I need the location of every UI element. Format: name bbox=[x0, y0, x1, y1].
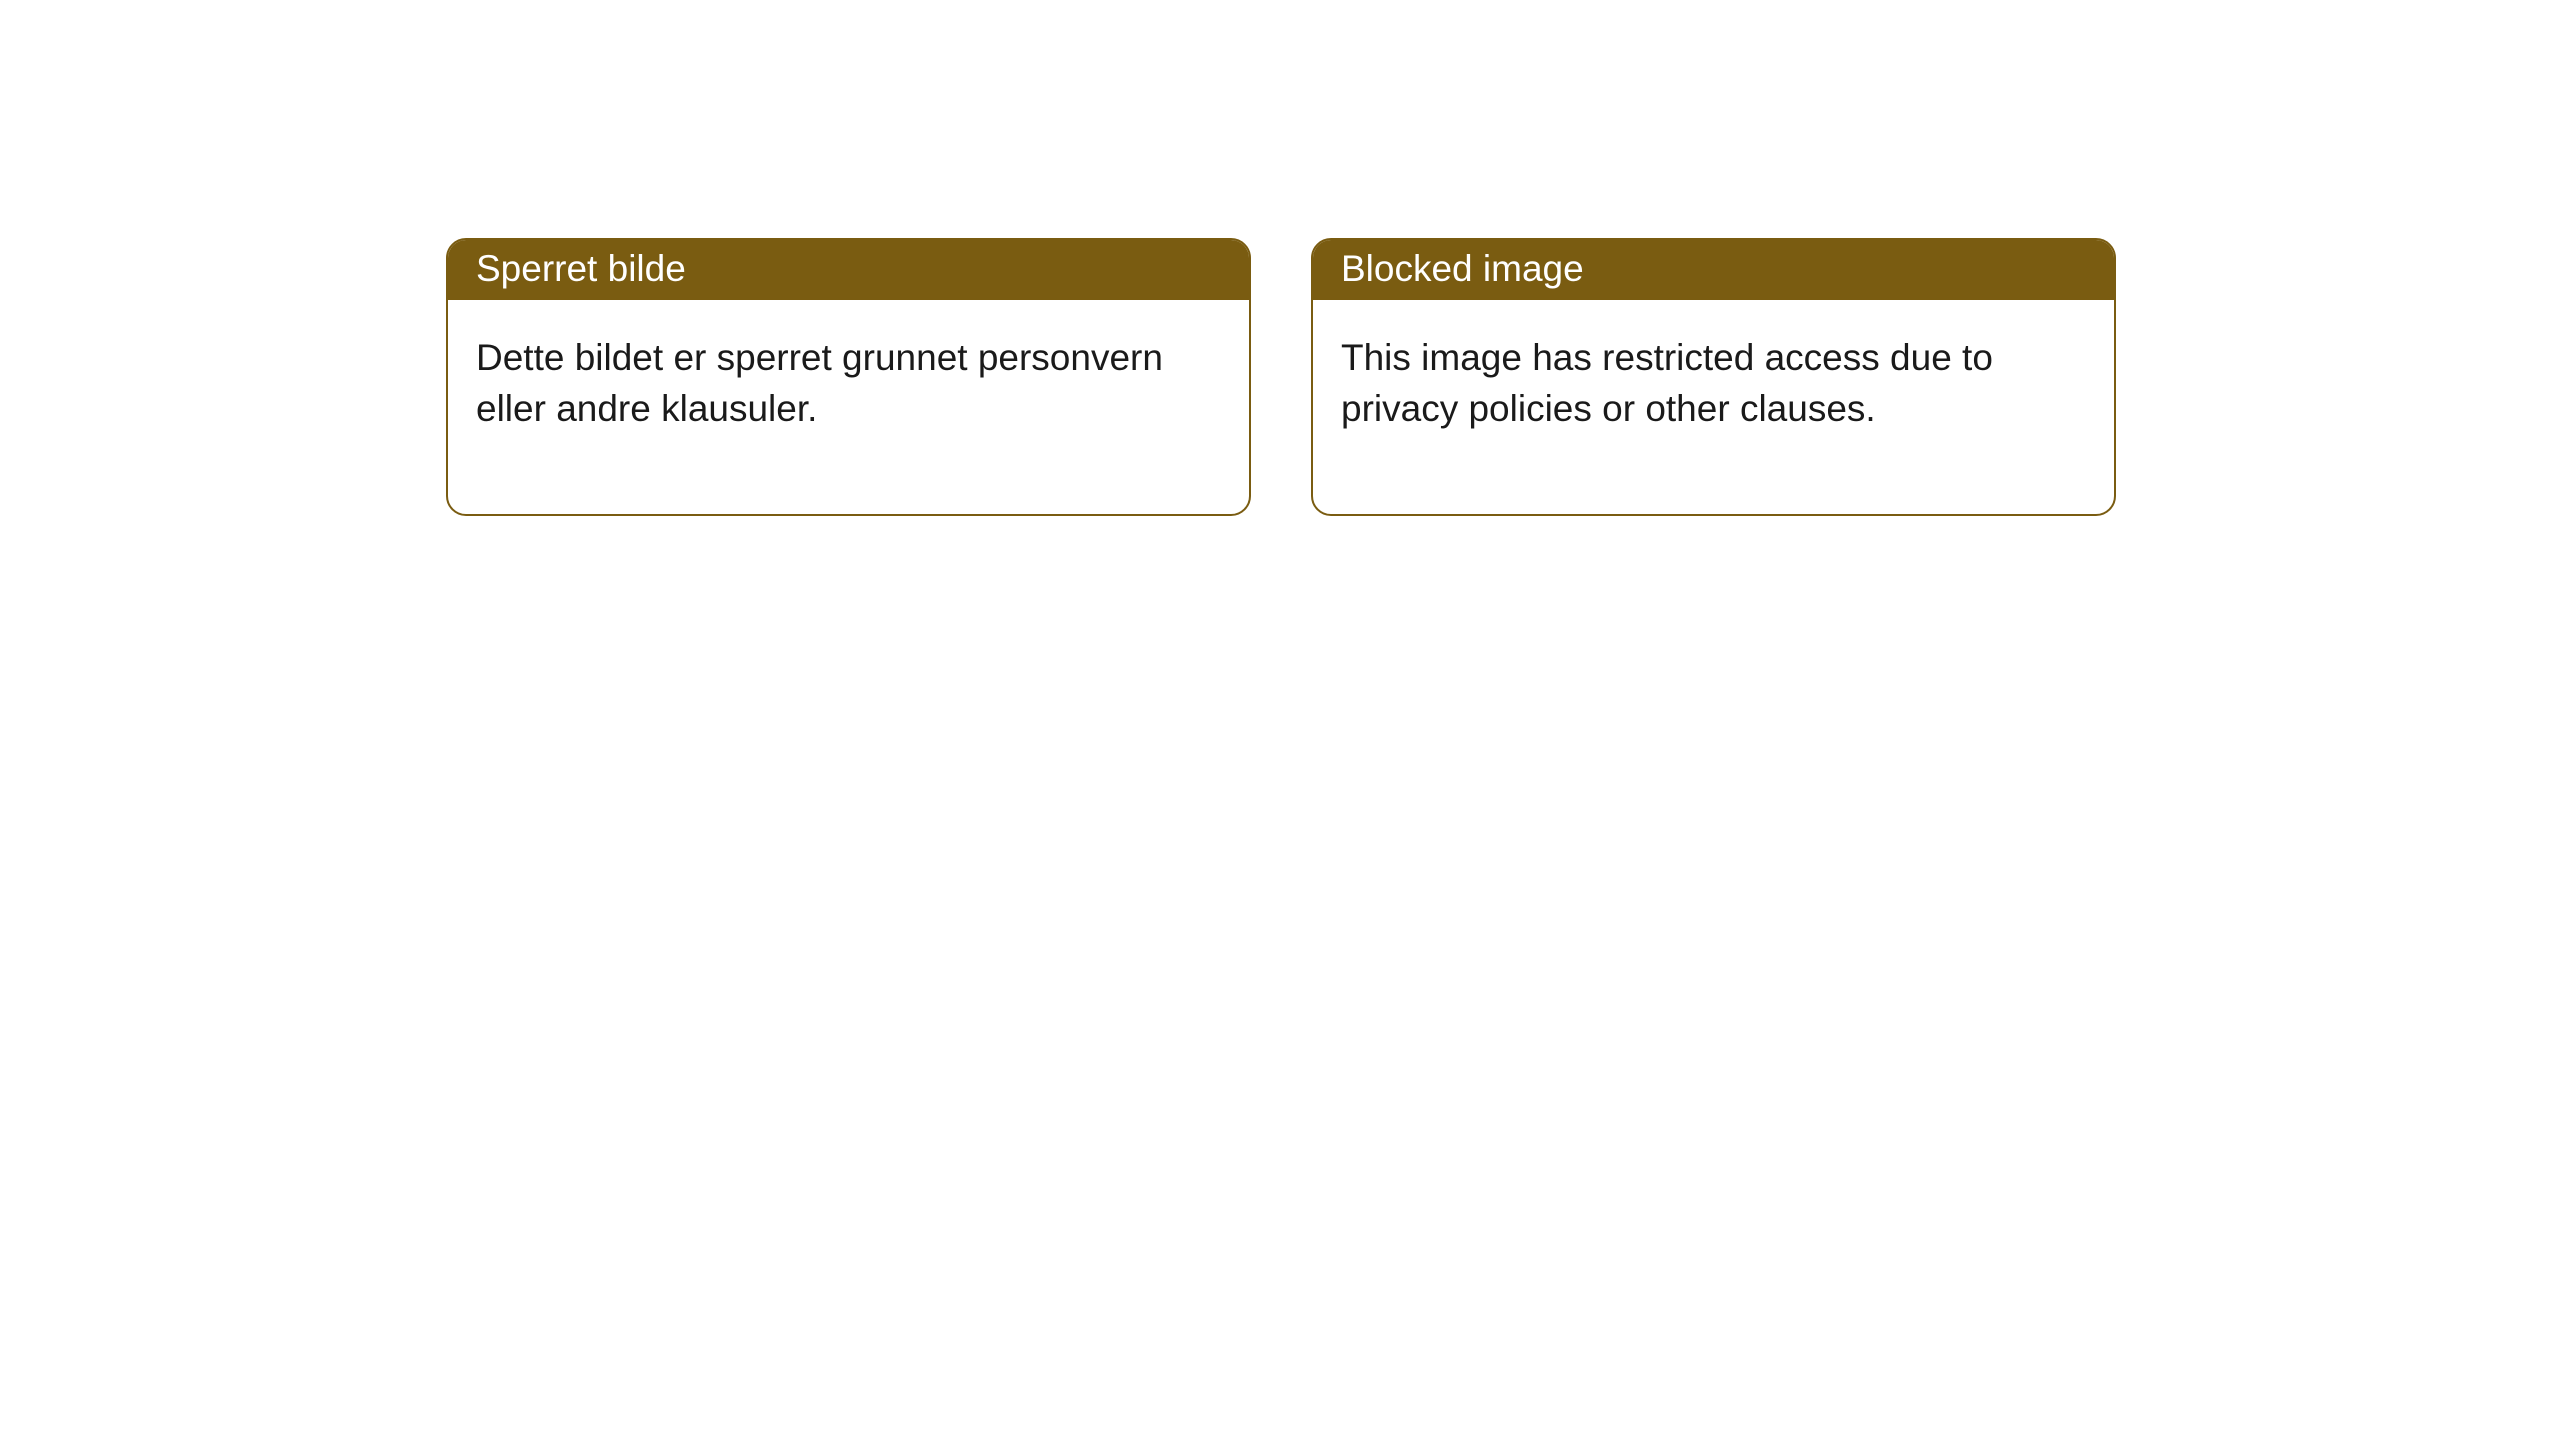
notice-container: Sperret bilde Dette bildet er sperret gr… bbox=[446, 238, 2116, 516]
notice-card-en: Blocked image This image has restricted … bbox=[1311, 238, 2116, 516]
notice-body-no: Dette bildet er sperret grunnet personve… bbox=[448, 300, 1249, 514]
notice-body-en: This image has restricted access due to … bbox=[1313, 300, 2114, 514]
notice-header-en: Blocked image bbox=[1313, 240, 2114, 300]
notice-header-no: Sperret bilde bbox=[448, 240, 1249, 300]
notice-card-no: Sperret bilde Dette bildet er sperret gr… bbox=[446, 238, 1251, 516]
